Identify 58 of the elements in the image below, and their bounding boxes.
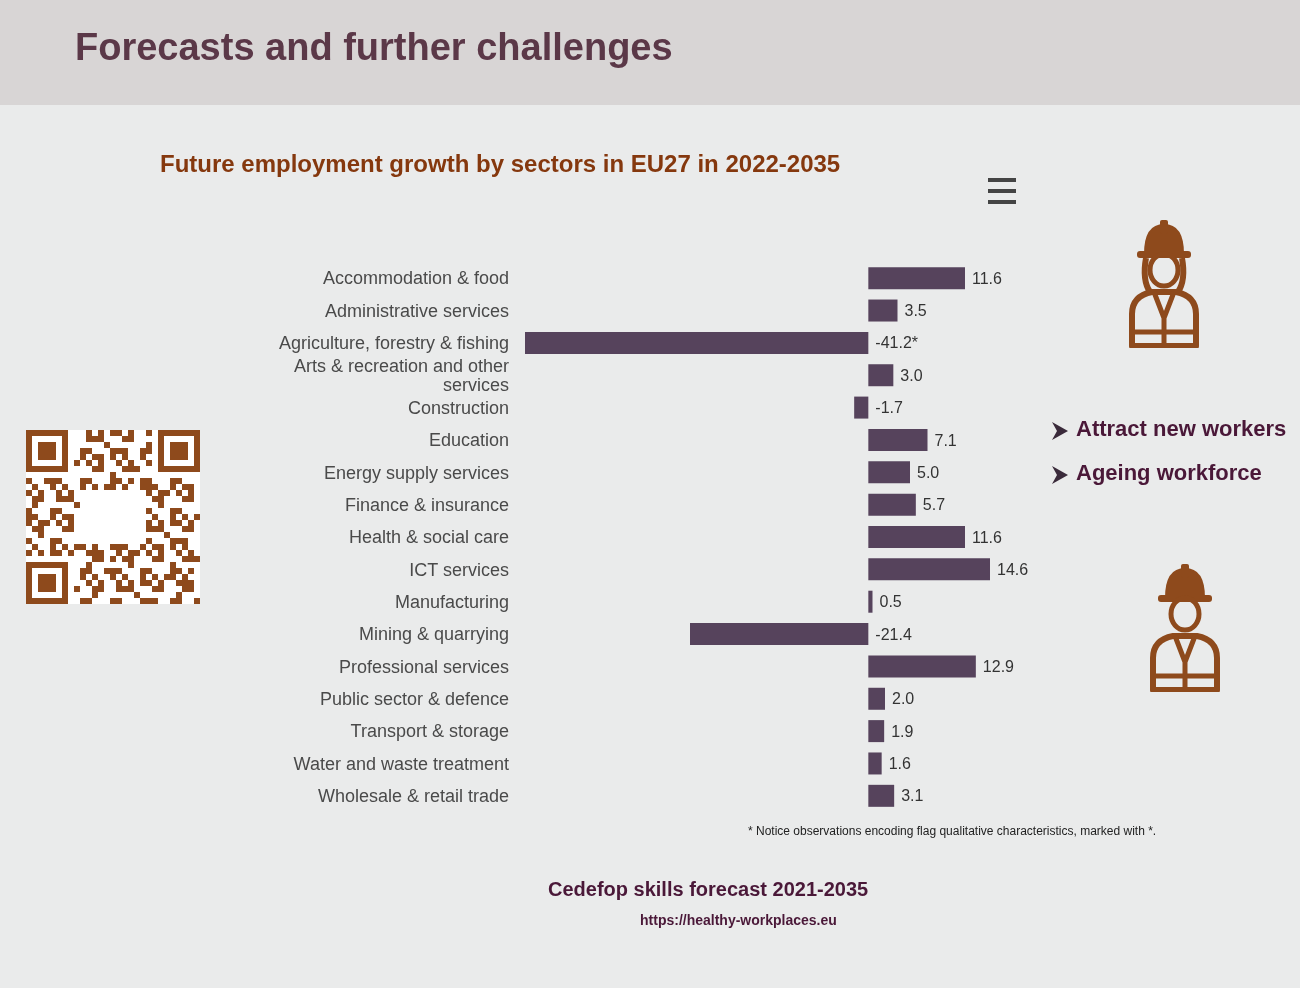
data-label: -21.4	[875, 625, 912, 643]
y-tick-label: Arts & recreation and other services	[293, 356, 509, 396]
y-tick-label: Energy supply services	[323, 462, 509, 483]
data-label: 7.1	[934, 431, 957, 449]
text: Attract new workers	[1076, 416, 1287, 442]
data-label: 12.9	[982, 658, 1015, 676]
y-tick-label: Wholesale & retail trade	[317, 786, 509, 807]
data-label: 5.7	[922, 496, 946, 514]
y-tick-label: Accommodation & food	[322, 268, 509, 289]
bar	[868, 364, 894, 387]
text: https://healthy-workplaces.eu	[640, 912, 837, 928]
bar	[868, 299, 898, 322]
bar	[690, 623, 869, 646]
text: * Notice observations encoding flag qualitative characteristics, marked with *.	[748, 824, 1157, 838]
y-tick-label: Finance & insurance	[344, 494, 509, 515]
bar	[868, 590, 873, 613]
data-label: -1.7	[875, 399, 904, 417]
bar	[868, 784, 895, 807]
y-tick-label: Water and waste treatment	[293, 753, 509, 774]
data-label: 14.6	[997, 560, 1029, 578]
y-tick-label: Professional services	[338, 656, 509, 677]
y-tick-label: Public sector & defence	[319, 689, 509, 710]
bar	[868, 428, 928, 451]
data-label: 3.5	[904, 302, 927, 320]
data-label: -41.2*	[875, 334, 919, 352]
bar	[525, 331, 869, 354]
y-tick-label: Transport & storage	[350, 721, 509, 742]
data-label: 1.6	[888, 755, 912, 773]
chart-subtitle: Future employment growth by sectors in EU27 in 2022-2035	[160, 150, 841, 178]
bar	[868, 655, 976, 678]
text: Cedefop skills forecast 2021-2035	[548, 878, 869, 901]
y-tick-label: Manufacturing	[394, 592, 509, 613]
data-label: 3.1	[901, 787, 924, 805]
y-tick-label: Construction	[407, 397, 509, 418]
bar	[868, 493, 916, 516]
y-tick-label: Agriculture, forestry & fishing	[278, 333, 509, 354]
data-label: 5.0	[917, 463, 940, 481]
y-tick-label: Health & social care	[348, 527, 509, 548]
text: Ageing workforce	[1076, 460, 1262, 486]
y-tick-label: Administrative services	[324, 300, 509, 321]
bar	[854, 396, 869, 419]
data-label: 2.0	[892, 690, 915, 708]
bar	[868, 267, 965, 290]
bar	[868, 687, 885, 710]
bar	[868, 720, 885, 743]
chart-title: Forecasts and further challenges	[75, 26, 673, 69]
data-label: 3.0	[900, 366, 923, 384]
y-tick-label: Education	[428, 430, 509, 451]
bar	[868, 752, 882, 775]
y-tick-label: ICT services	[409, 559, 509, 580]
data-label: 1.9	[891, 722, 914, 740]
bar	[868, 526, 965, 548]
y-tick-label: Mining & quarrying	[358, 624, 509, 645]
data-label: 0.5	[879, 593, 902, 611]
bar	[868, 558, 990, 581]
data-label: 11.6	[972, 528, 1003, 546]
bar	[868, 461, 910, 484]
data-label: 11.6	[972, 269, 1003, 287]
